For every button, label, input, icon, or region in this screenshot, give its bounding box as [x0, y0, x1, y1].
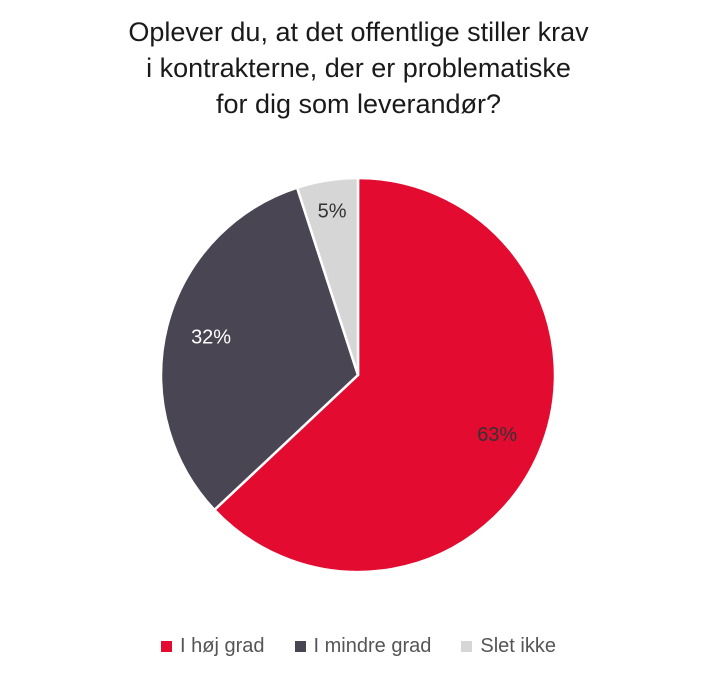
pie-slice-i-mindre-grad: [159, 186, 360, 512]
chart-title-line-1: Oplever du, at det offentlige stiller kr…: [128, 17, 589, 47]
legend-item-slet-ikke: Slet ikke: [461, 635, 556, 658]
legend-item-i-hoej-grad: I høj grad: [161, 635, 265, 658]
data-label-slet-ikke: 5%: [318, 201, 347, 223]
data-label-i-hoej-grad: 63%: [477, 424, 517, 446]
chart-title-line-2: i kontrakterne, der er problematiske: [146, 53, 571, 83]
chart-title: Oplever du, at det offentlige stiller kr…: [0, 14, 717, 122]
pie-slice-i-hoej-grad: [213, 176, 557, 574]
legend-item-i-mindre-grad: I mindre grad: [294, 635, 432, 658]
legend-label-i-mindre-grad: I mindre grad: [313, 635, 432, 657]
chart-legend: I høj grad I mindre grad Slet ikke: [0, 635, 717, 658]
chart-title-line-3: for dig som leverandør?: [215, 89, 502, 119]
pie-slice-slet-ikke: [295, 176, 360, 377]
pie-data-labels: 63% 32% 5%: [191, 201, 517, 447]
legend-swatch-i-mindre-grad: [294, 641, 306, 652]
legend-swatch-i-hoej-grad: [161, 641, 173, 652]
data-label-i-mindre-grad: 32%: [191, 326, 231, 348]
legend-swatch-slet-ikke: [461, 641, 473, 652]
pie-slices: [159, 176, 557, 574]
legend-label-i-hoej-grad: I høj grad: [180, 635, 265, 657]
legend-label-slet-ikke: Slet ikke: [480, 635, 556, 657]
